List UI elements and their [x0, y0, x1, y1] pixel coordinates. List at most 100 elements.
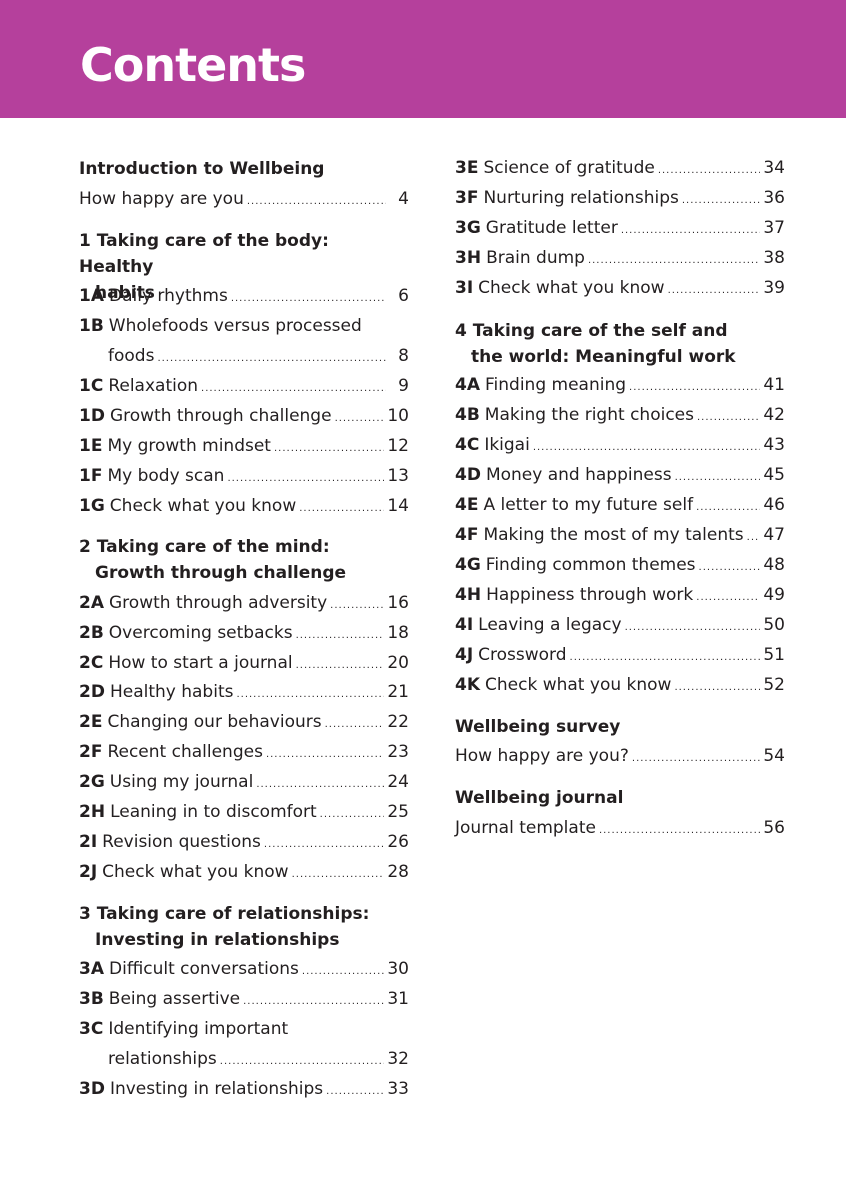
- entry-label: Leaving a legacy: [478, 615, 622, 635]
- section-heading-survey: Wellbeing survey: [455, 714, 785, 740]
- entry-label: Check what you know: [109, 496, 297, 516]
- entry-label: Money and happiness: [485, 465, 672, 485]
- entry-label: Gratitude letter: [485, 218, 618, 238]
- heading-text: Taking care of relationships:: [96, 904, 370, 924]
- toc-entry-3C-cont[interactable]: relationships 32: [79, 1044, 409, 1074]
- heading-text-cont: habits: [95, 283, 155, 303]
- entry-code: 2G: [79, 772, 105, 792]
- entry-label: My body scan: [107, 466, 225, 486]
- entry-code: 4J: [455, 645, 474, 665]
- page-number: 22: [387, 712, 409, 732]
- entry-code: 2H: [79, 802, 106, 822]
- dot-leader: [274, 434, 384, 464]
- entry-label: Crossword: [478, 645, 567, 665]
- page-number: 12: [387, 436, 409, 456]
- section-heading-3: 3 Taking care of relationships: Investin…: [79, 901, 409, 953]
- section-number: 2: [79, 537, 91, 557]
- toc-entry-journal[interactable]: Journal template 56: [455, 813, 785, 843]
- entry-code: 3H: [455, 248, 482, 268]
- entry-label-cont: relationships: [108, 1049, 217, 1069]
- toc-entry-3C[interactable]: 3C Identifying important: [79, 1014, 409, 1044]
- entry-code: 3C: [79, 1019, 104, 1039]
- entry-label: My growth mindset: [107, 436, 271, 456]
- dot-leader: [658, 156, 761, 186]
- dot-leader: [682, 186, 761, 216]
- entry-code: 4D: [455, 465, 481, 485]
- entry-label: Ikigai: [484, 435, 530, 455]
- entry-label: Happiness through work: [486, 585, 694, 605]
- entry-code: 1B: [79, 316, 104, 336]
- entry-label: Overcoming setbacks: [108, 623, 293, 643]
- entry-label: Wholefoods versus processed: [108, 316, 362, 336]
- dot-leader: [157, 344, 386, 374]
- dot-leader: [256, 770, 384, 800]
- entry-code: 1G: [79, 496, 105, 516]
- entry-code: 4E: [455, 495, 479, 515]
- dot-leader: [632, 744, 760, 774]
- toc-entry-survey[interactable]: How happy are you? 54: [455, 741, 785, 771]
- entry-label: Investing in relationships: [109, 1079, 324, 1099]
- dot-leader: [675, 463, 761, 493]
- page-number: 48: [763, 555, 785, 575]
- toc-entry-4E[interactable]: 4EA letter to my future self 46: [455, 490, 785, 520]
- page-title: Contents: [80, 38, 306, 92]
- page-number: 31: [387, 989, 409, 1009]
- section-number: 3: [79, 904, 91, 924]
- entry-label: Relaxation: [108, 376, 199, 396]
- page-number: 38: [763, 248, 785, 268]
- contents-header-band: Contents: [0, 0, 846, 118]
- dot-leader: [243, 987, 384, 1017]
- toc-entry[interactable]: How happy are you 4: [79, 184, 409, 214]
- page-number: 6: [398, 286, 409, 306]
- entry-label: Changing our behaviours: [107, 712, 322, 732]
- toc-entry-1B-cont[interactable]: foods 8: [79, 341, 409, 371]
- entry-label: Finding meaning: [485, 375, 627, 395]
- entry-code: 2J: [79, 862, 98, 882]
- section-heading-1: 1 Taking care of the body: Healthy habit…: [79, 228, 409, 306]
- entry-code: 4A: [455, 375, 480, 395]
- entry-label: Growth through challenge: [109, 406, 332, 426]
- entry-label: Check what you know: [485, 675, 672, 695]
- section-heading-intro: Introduction to Wellbeing: [79, 156, 409, 182]
- section-heading-2: 2 Taking care of the mind: Growth throug…: [79, 534, 409, 586]
- dot-leader: [320, 800, 385, 830]
- toc-entry-1B[interactable]: 1B Wholefoods versus processed: [79, 311, 409, 341]
- entry-code: 4K: [455, 675, 481, 695]
- dot-leader: [599, 816, 760, 846]
- entry-label: Identifying important: [108, 1019, 289, 1039]
